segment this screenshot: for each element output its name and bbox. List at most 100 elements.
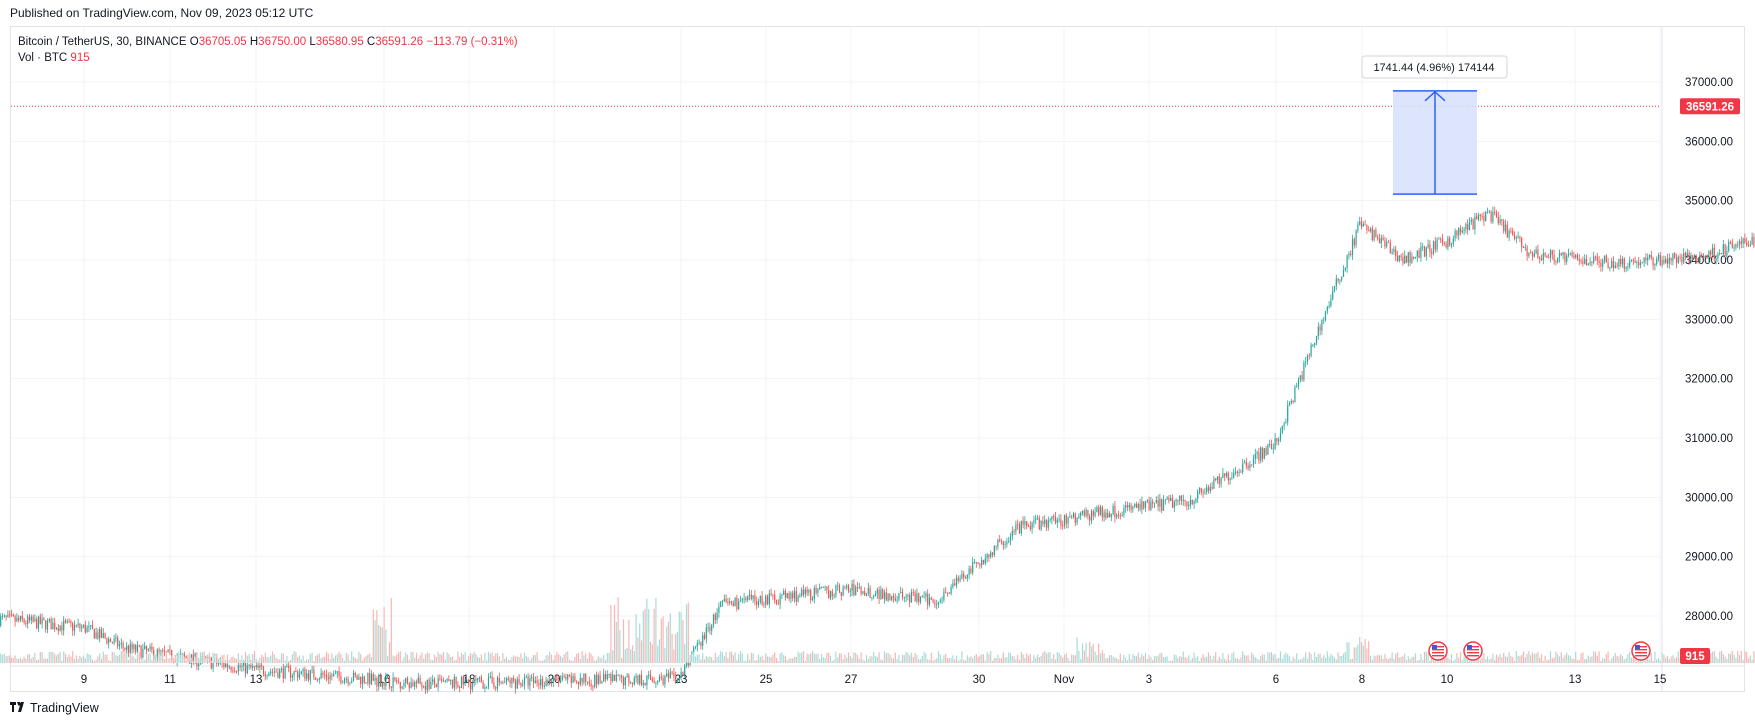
volume-bar xyxy=(837,657,839,663)
volume-bar xyxy=(621,657,623,663)
volume-bar xyxy=(536,652,538,663)
volume-bar xyxy=(1254,657,1256,663)
candle-body xyxy=(1220,478,1222,484)
volume-bar xyxy=(369,653,371,663)
candle-body xyxy=(622,677,625,686)
candle-body xyxy=(1096,507,1098,513)
volume-bar xyxy=(1287,654,1289,663)
candle-body xyxy=(1306,355,1309,362)
volume-bar xyxy=(700,659,702,663)
candle-body xyxy=(1369,228,1372,232)
candle-body xyxy=(1366,224,1368,231)
candle-body xyxy=(1443,243,1445,245)
volume-bar xyxy=(99,653,101,663)
candle-body xyxy=(1711,247,1714,255)
volume-bar xyxy=(482,660,484,663)
volume-bar xyxy=(1155,656,1157,663)
candle-body xyxy=(442,680,445,682)
candle-body xyxy=(1726,250,1728,256)
candle-body xyxy=(1512,230,1514,235)
volume-bar xyxy=(106,654,108,663)
volume-bar xyxy=(73,659,76,663)
candle-body xyxy=(1350,253,1352,255)
volume-bar xyxy=(856,654,859,663)
candle-body xyxy=(1591,262,1593,263)
volume-bar xyxy=(844,654,846,663)
candle-body xyxy=(347,678,349,684)
volume-bar xyxy=(1040,656,1042,663)
volume-bar xyxy=(324,656,326,663)
volume-bar xyxy=(1515,651,1517,663)
candle-body xyxy=(1069,516,1071,518)
tradingview-brand[interactable]: TradingView xyxy=(10,700,99,715)
candle-body xyxy=(538,683,540,686)
candle-body xyxy=(1294,386,1296,403)
candle-body xyxy=(673,673,675,677)
volume-bar xyxy=(109,660,112,663)
candle-body xyxy=(1663,259,1665,264)
legend-symbol[interactable]: Bitcoin / TetherUS, 30, BINANCE xyxy=(18,36,187,48)
volume-bar xyxy=(1000,658,1003,663)
candle-body xyxy=(626,675,628,677)
volume-bar xyxy=(565,651,567,663)
volume-bar xyxy=(495,653,497,663)
volume-bar xyxy=(774,652,776,663)
candle-body xyxy=(1128,504,1130,508)
volume-bar xyxy=(174,654,176,663)
candle-body xyxy=(1009,536,1012,542)
volume-bar xyxy=(954,659,956,663)
volume-bar xyxy=(185,660,187,663)
candle-body xyxy=(750,594,752,599)
volume-bar xyxy=(441,654,443,663)
volume-bar xyxy=(894,652,896,663)
volume-bar xyxy=(12,658,14,663)
volume-bar xyxy=(129,653,131,663)
candle-body xyxy=(1098,507,1100,516)
candle-body xyxy=(1324,311,1327,320)
volume-bar xyxy=(1468,660,1471,663)
volume-bar xyxy=(982,653,985,663)
legend-volume-label[interactable]: Vol · BTC xyxy=(18,52,68,64)
candle-body xyxy=(397,681,400,683)
volume-bar xyxy=(1668,659,1670,663)
volume-bar xyxy=(102,651,104,663)
candle-body xyxy=(1056,519,1058,523)
candle-body xyxy=(1407,252,1409,263)
candle-body xyxy=(1270,444,1273,449)
candle-body xyxy=(639,674,641,684)
candle-body xyxy=(1344,268,1346,271)
volume-bar xyxy=(707,656,709,663)
candle-body xyxy=(435,683,437,688)
candle-body xyxy=(1602,260,1604,267)
volume-bar xyxy=(1245,655,1247,663)
candle-body xyxy=(320,672,322,679)
volume-bar xyxy=(1353,647,1355,663)
candle-body xyxy=(109,639,112,642)
candle-body xyxy=(212,661,214,669)
candle-body xyxy=(1575,255,1577,258)
candle-body xyxy=(1288,403,1291,406)
volume-bar xyxy=(693,651,695,663)
candle-body xyxy=(747,596,749,600)
volume-bar xyxy=(1551,658,1553,663)
candle-body xyxy=(633,677,635,685)
volume-bar xyxy=(462,654,464,663)
candle-body xyxy=(1321,320,1323,331)
candle-body xyxy=(1285,421,1287,424)
volume-bar xyxy=(1139,657,1141,663)
candle-body xyxy=(261,665,263,667)
volume-bar xyxy=(684,644,686,663)
volume-bar xyxy=(66,656,68,663)
candle-body xyxy=(91,625,94,630)
volume-bar xyxy=(1713,651,1715,663)
candle-body xyxy=(459,686,461,688)
volume-bar xyxy=(43,658,45,663)
volume-bar xyxy=(1666,655,1669,663)
volume-bar xyxy=(653,608,655,663)
volume-bar xyxy=(183,657,185,663)
volume-bar xyxy=(196,653,198,663)
candle-body xyxy=(806,589,808,593)
price-axis-tick-label: 33000.00 xyxy=(1685,314,1733,326)
volume-bar xyxy=(1270,652,1273,663)
